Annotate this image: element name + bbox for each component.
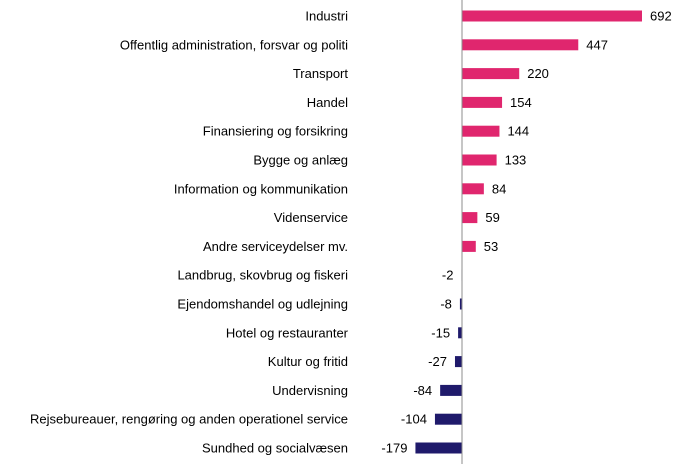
bar [462, 183, 484, 195]
bar [462, 212, 478, 224]
bar [454, 356, 462, 368]
bar [440, 384, 462, 396]
bar [459, 298, 462, 310]
bar [462, 125, 500, 137]
category-label: Offentlig administration, forsvar og pol… [120, 37, 348, 52]
value-label: 53 [484, 239, 498, 254]
category-label: Hotel og restauranter [226, 325, 349, 340]
category-label: Handel [307, 95, 348, 110]
value-label: 133 [505, 153, 527, 168]
category-label: Landbrug, skovbrug og fiskeri [177, 268, 348, 283]
bar [462, 240, 476, 252]
bar [462, 10, 642, 22]
value-label: -2 [442, 268, 454, 283]
bar [462, 154, 497, 166]
value-label: 84 [492, 181, 506, 196]
bar [415, 442, 462, 454]
bar [462, 39, 579, 51]
value-label: -15 [431, 325, 450, 340]
category-labels: Industri Offentlig administration, forsva… [30, 9, 349, 456]
category-label: Transport [293, 66, 349, 81]
value-label: -27 [428, 354, 447, 369]
value-label: 144 [507, 124, 529, 139]
value-label: -84 [413, 383, 432, 398]
value-label: 59 [485, 210, 499, 225]
category-label: Bygge og anlæg [253, 153, 348, 168]
bar [462, 96, 503, 108]
category-label: Kultur og fritid [268, 354, 348, 369]
category-label: Andre serviceydelser mv. [203, 239, 348, 254]
value-label: -8 [440, 297, 452, 312]
bar [434, 413, 462, 425]
value-label: -104 [401, 412, 427, 427]
bar [458, 327, 462, 339]
bars-group [415, 10, 642, 454]
category-label: Undervisning [272, 383, 348, 398]
value-label: 154 [510, 95, 532, 110]
value-label: 692 [650, 9, 672, 24]
category-label: Sundhed og socialvæsen [202, 441, 348, 456]
category-label: Information og kommunikation [174, 181, 348, 196]
value-labels: 692 447 220 154 144 133 84 59 53 -2 -8 -15 -27 -84 -10… [381, 9, 671, 456]
category-label: Industri [305, 9, 348, 24]
category-label: Videnservice [274, 210, 348, 225]
value-label: 447 [586, 37, 608, 52]
category-label: Rejsebureauer, rengøring og anden operat… [30, 412, 348, 427]
category-label: Ejendomshandel og udlejning [177, 297, 348, 312]
value-label: -179 [381, 441, 407, 456]
value-label: 220 [527, 66, 549, 81]
category-label: Finansiering og forsikring [203, 124, 348, 139]
bar [462, 68, 520, 80]
